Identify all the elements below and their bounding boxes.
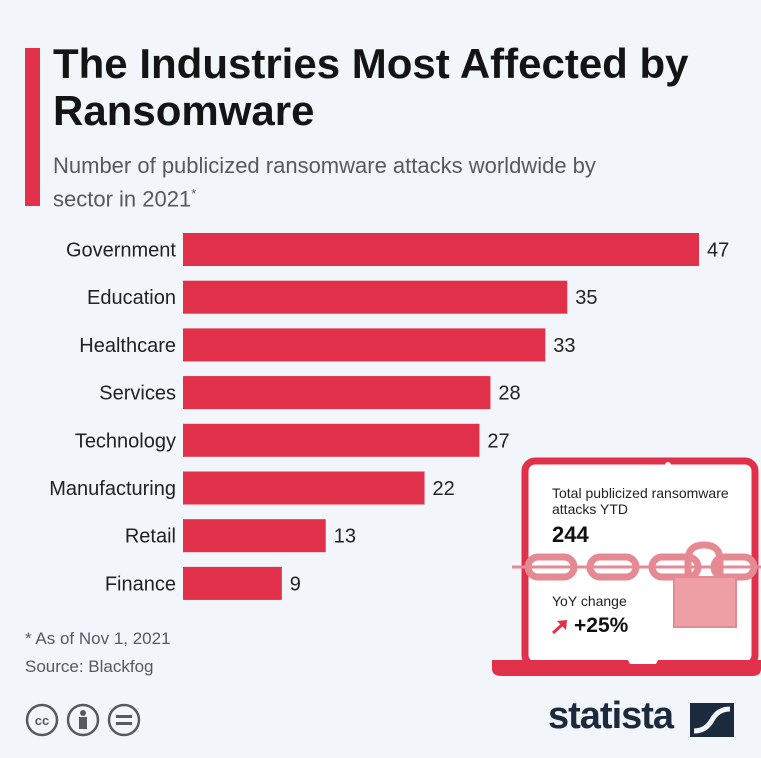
footnote: * As of Nov 1, 2021 xyxy=(25,629,171,648)
chart-subtitle: Number of publicized ransomware attacks … xyxy=(53,152,613,213)
bar-healthcare xyxy=(183,328,546,362)
by-icon[interactable] xyxy=(66,703,100,737)
bar-retail xyxy=(183,519,326,553)
bar-value-label: 28 xyxy=(498,383,520,405)
statista-mark-icon xyxy=(690,703,734,737)
bar-finance xyxy=(183,566,282,600)
yoy-change-value: +25% xyxy=(574,614,629,637)
bar-chart: Government 47 Education 35 Healthcare 33 Servi… xyxy=(49,233,729,600)
laptop-camera xyxy=(665,462,671,468)
category-label: Retail xyxy=(125,526,176,548)
bar-education xyxy=(183,280,568,314)
bar-value-label: 35 xyxy=(575,287,597,309)
laptop-base xyxy=(492,660,761,676)
category-label: Services xyxy=(99,383,176,405)
subtitle-footnote-mark: * xyxy=(191,186,197,201)
cc-icon[interactable]: cc xyxy=(25,703,59,737)
bar-value-label: 22 xyxy=(433,478,455,500)
laptop-notch xyxy=(628,660,658,664)
bar-value-label: 27 xyxy=(487,430,509,452)
category-label: Education xyxy=(87,287,176,309)
source-note: Source: Blackfog xyxy=(25,657,154,676)
bar-value-label: 47 xyxy=(707,240,729,262)
svg-text:cc: cc xyxy=(35,713,49,728)
up-arrow-icon xyxy=(551,620,567,635)
statista-logo[interactable]: statista xyxy=(548,695,674,737)
category-label: Finance xyxy=(105,573,176,595)
subtitle-text: Number of publicized ransomware attacks … xyxy=(53,153,596,212)
nd-icon[interactable] xyxy=(107,703,141,737)
category-label: Healthcare xyxy=(79,335,176,357)
bar-value-label: 13 xyxy=(334,526,356,548)
category-label: Manufacturing xyxy=(49,478,176,500)
yoy-change-label: YoY change xyxy=(552,593,627,609)
license-icons: cc xyxy=(25,703,141,737)
total-attacks-value: 244 xyxy=(552,522,589,547)
bar-government xyxy=(183,233,699,266)
bar-value-label: 33 xyxy=(553,335,575,357)
chart-title: The Industries Most Affected by Ransomwa… xyxy=(53,40,689,134)
padlock-icon xyxy=(673,541,737,628)
total-attacks-label: Total publicized ransomware attacks YTD xyxy=(552,485,729,517)
bar-manufacturing xyxy=(183,471,425,505)
category-label: Government xyxy=(66,240,176,262)
bar-services xyxy=(183,376,491,410)
chain-icon xyxy=(512,553,761,581)
bar-value-label: 9 xyxy=(290,573,301,595)
bar-technology xyxy=(183,423,480,457)
laptop-illustration xyxy=(492,457,761,676)
title-accent-bar xyxy=(25,48,40,206)
category-label: Technology xyxy=(75,430,176,452)
